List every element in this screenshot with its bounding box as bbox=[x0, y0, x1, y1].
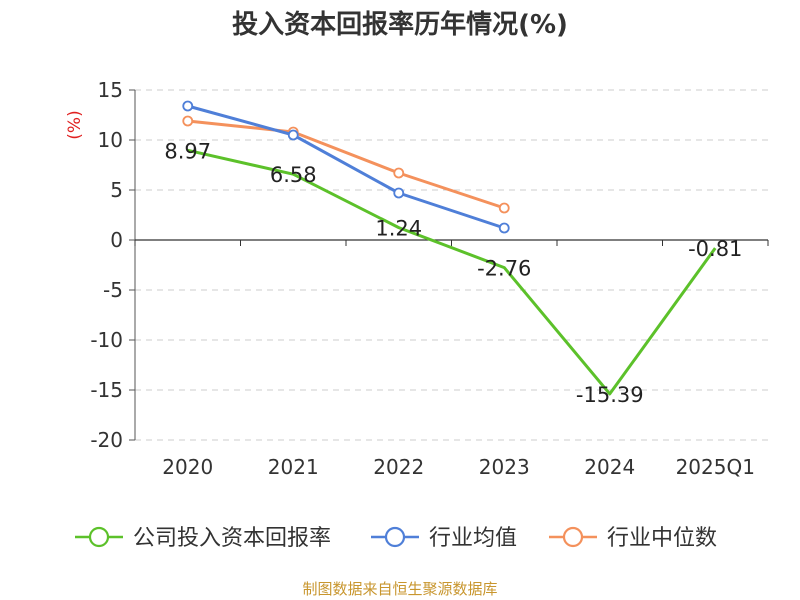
x-tick-label: 2021 bbox=[268, 455, 319, 479]
legend-marker bbox=[88, 526, 110, 548]
data-label: 8.97 bbox=[164, 139, 211, 163]
x-tick-label: 2023 bbox=[479, 455, 530, 479]
series-point bbox=[393, 187, 405, 199]
chart-title: 投入资本回报率历年情况(%) bbox=[232, 10, 568, 40]
legend-label: 公司投入资本回报率 bbox=[133, 526, 331, 551]
series-line bbox=[187, 119, 505, 210]
data-labels: 8.97 6.58 1.24 -2.76 -15.39 -0.81 bbox=[164, 139, 742, 407]
axes: 15 10 5 0 -5 -10 -15 -20 2020 2021 2022 2023 2024 202… bbox=[65, 78, 769, 479]
legend-item: 行业均值 bbox=[371, 526, 517, 551]
legend-label: 行业均值 bbox=[429, 526, 517, 551]
x-tick-label: 2024 bbox=[584, 455, 635, 479]
y-tick-label: 5 bbox=[110, 178, 123, 202]
chart-source: 制图数据来自恒生聚源数据库 bbox=[302, 580, 498, 598]
legend-item: 行业中位数 bbox=[549, 526, 717, 551]
data-label: 6.58 bbox=[270, 163, 317, 187]
series-point bbox=[182, 100, 194, 112]
series-point bbox=[287, 129, 299, 141]
data-label: -2.76 bbox=[477, 257, 531, 281]
y-tick-label: 0 bbox=[110, 228, 123, 252]
series-line bbox=[187, 148, 717, 396]
y-axis-label: (%) bbox=[65, 110, 85, 139]
series-point bbox=[498, 202, 510, 214]
y-tick-label: -20 bbox=[90, 428, 123, 452]
series-point bbox=[498, 222, 510, 234]
data-label: 1.24 bbox=[375, 217, 422, 241]
y-tick-label: -15 bbox=[90, 378, 123, 402]
legend-item: 公司投入资本回报率 bbox=[75, 526, 331, 551]
grid-lines bbox=[135, 89, 768, 441]
series-point bbox=[182, 115, 194, 127]
legend-label: 行业中位数 bbox=[607, 526, 717, 551]
series-line bbox=[187, 104, 505, 230]
legend-marker bbox=[562, 526, 584, 548]
legend-marker bbox=[384, 526, 406, 548]
series-point bbox=[393, 167, 405, 179]
data-label: -0.81 bbox=[688, 237, 742, 261]
data-label: -15.39 bbox=[576, 383, 644, 407]
y-tick-label: -5 bbox=[103, 278, 123, 302]
y-tick-label: 10 bbox=[98, 128, 123, 152]
y-tick-label: -10 bbox=[90, 328, 123, 352]
series-lines bbox=[182, 100, 717, 396]
x-tick-label: 2020 bbox=[162, 455, 213, 479]
y-tick-label: 15 bbox=[98, 78, 123, 102]
x-tick-label: 2022 bbox=[373, 455, 424, 479]
legend: 公司投入资本回报率 行业均值 行业中位数 bbox=[75, 526, 717, 551]
x-tick-label: 2025Q1 bbox=[676, 455, 755, 479]
